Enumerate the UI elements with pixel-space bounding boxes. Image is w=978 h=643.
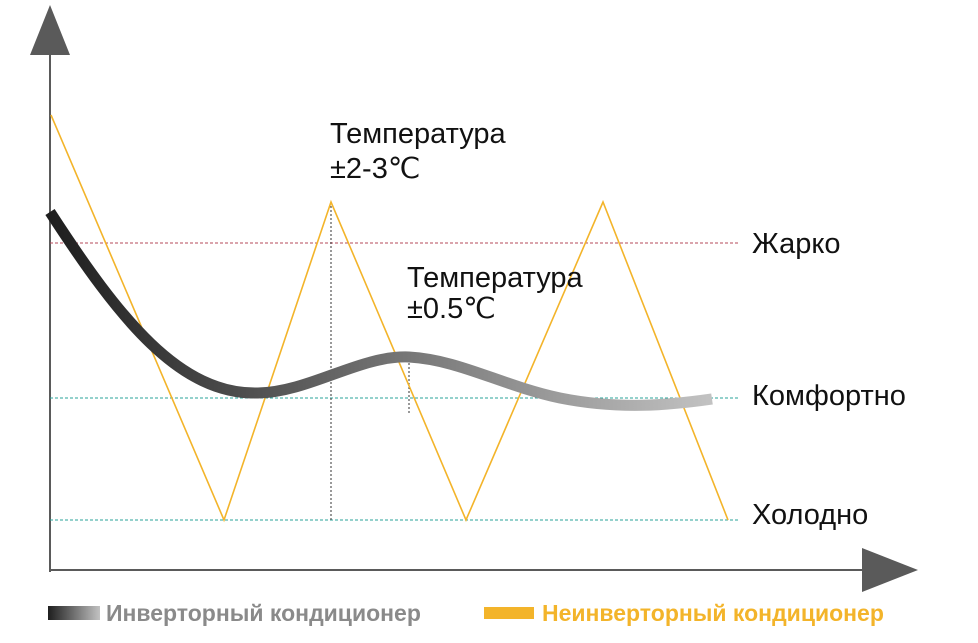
cold-label: Холодно [752, 499, 868, 531]
non-inverter-annotation-range: ±2-3℃ [330, 153, 420, 185]
hot-label: Жарко [752, 228, 841, 260]
y-axis-arrow-icon [30, 5, 70, 55]
legend-inverter-swatch [48, 606, 100, 620]
legend-non-inverter-label: Неинверторный кондиционер [542, 600, 884, 626]
inverter-curve [45, 209, 713, 411]
non-inverter-annotation-title: Температура [330, 118, 507, 150]
comfort-label: Комфортно [752, 380, 906, 412]
legend-inverter-label: Инверторный кондиционер [106, 600, 421, 626]
x-axis-arrow-icon [862, 548, 918, 592]
inverter-annotation-range: ±0.5℃ [407, 293, 496, 325]
legend-non-inverter-swatch [484, 607, 534, 619]
inverter-annotation-title: Температура [407, 262, 584, 294]
